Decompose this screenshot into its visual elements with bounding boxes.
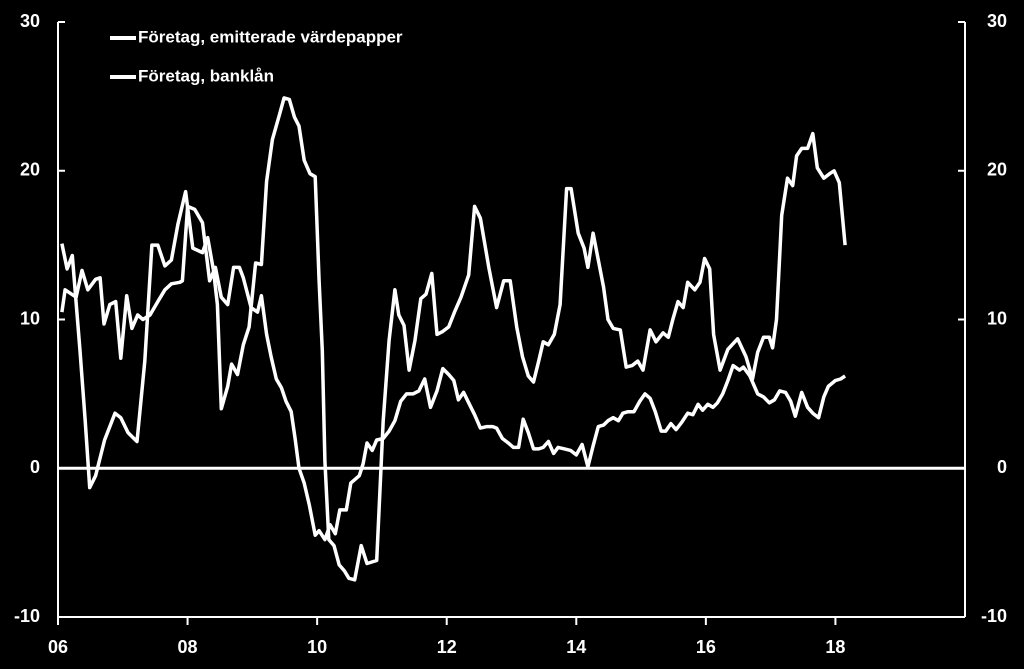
x-tick-label: 18 (825, 637, 845, 657)
x-tick-label: 12 (437, 637, 457, 657)
y2-tick-label: 0 (997, 457, 1007, 477)
x-tick-label: 16 (696, 637, 716, 657)
y2-tick-label: -10 (981, 606, 1007, 626)
legend-label: Företag, banklån (138, 66, 274, 85)
y-tick-label: 10 (20, 308, 40, 328)
y2-tick-label: 20 (987, 160, 1007, 180)
series-line (60, 204, 847, 542)
x-tick-label: 10 (307, 637, 327, 657)
y-tick-label: 20 (20, 160, 40, 180)
y-tick-label: 30 (20, 11, 40, 31)
x-tick-label: 14 (566, 637, 586, 657)
y-tick-label: 0 (30, 457, 40, 477)
x-tick-label: 06 (48, 637, 68, 657)
legend-label: Företag, emitterade värdepapper (138, 27, 403, 46)
y2-tick-label: 10 (987, 308, 1007, 328)
series-line (60, 96, 847, 582)
x-tick-label: 08 (178, 637, 198, 657)
y2-tick-label: 30 (987, 11, 1007, 31)
y-tick-label: -10 (14, 606, 40, 626)
